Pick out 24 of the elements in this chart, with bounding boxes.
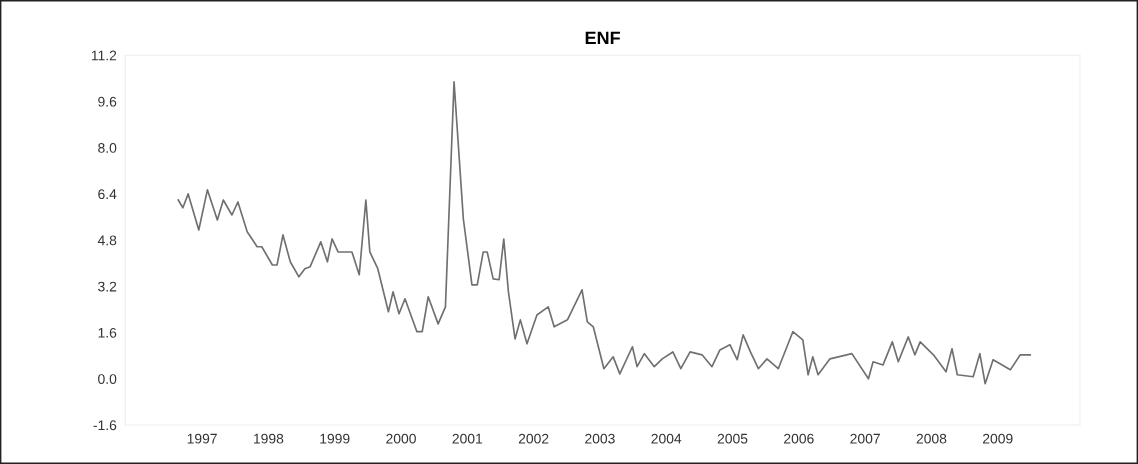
x-tick-label: 2006 — [784, 433, 814, 444]
y-tick-label: 6.4 — [98, 189, 117, 200]
y-tick-label: 11.2 — [91, 50, 117, 61]
x-tick-label: 1998 — [254, 433, 284, 444]
x-tick-label: 2000 — [386, 433, 416, 444]
y-tick-label: 9.6 — [98, 96, 117, 107]
y-tick-label: 4.8 — [97, 235, 117, 246]
y-tick-label: -1.6 — [93, 420, 117, 431]
x-tick-label: 2005 — [717, 433, 748, 444]
y-tick-label: 0.0 — [98, 374, 117, 384]
x-tick-label: 2007 — [850, 433, 880, 444]
x-tick-label: 2004 — [651, 433, 682, 444]
x-tick-label: 1999 — [320, 433, 350, 444]
y-tick-label: 3.2 — [98, 281, 117, 292]
x-tick-label: 2002 — [518, 433, 549, 444]
y-tick-label: 1.6 — [98, 327, 117, 338]
y-tick-label: 8.0 — [98, 143, 117, 153]
line-series — [177, 80, 1032, 385]
x-tick-label: 1997 — [187, 433, 217, 444]
x-tick-label: 2003 — [585, 433, 615, 444]
chart-title: ENF — [585, 31, 620, 45]
x-tick-label: 2001 — [452, 433, 483, 444]
x-tick-label: 2009 — [983, 433, 1013, 444]
x-tick-label: 2008 — [916, 433, 947, 444]
